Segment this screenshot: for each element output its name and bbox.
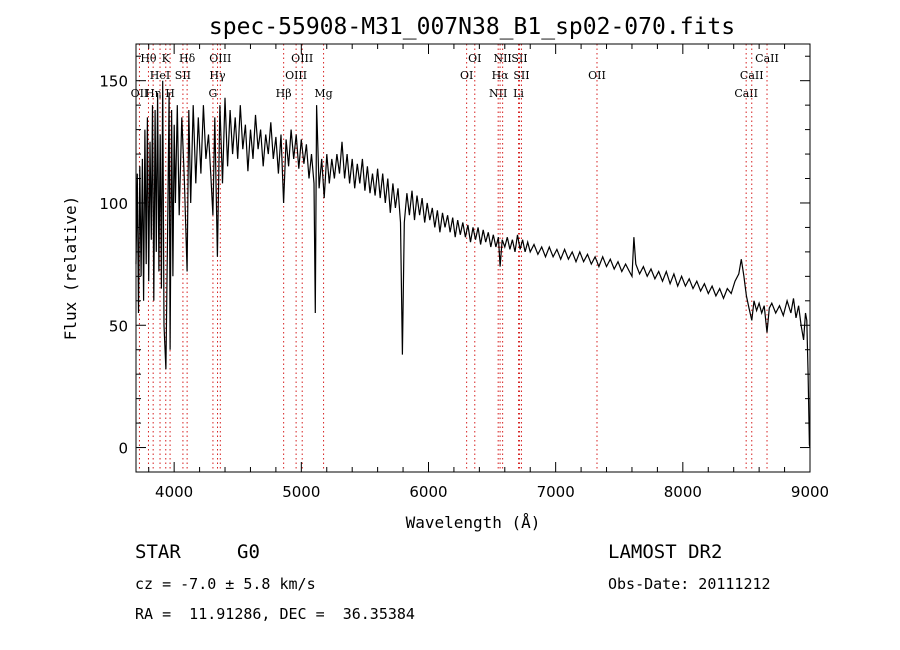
line-label-9: Hγ [209, 69, 226, 82]
line-label-8: OIII [209, 52, 231, 65]
line-label-15: OI [460, 69, 473, 82]
y-axis-label: Flux (relative) [61, 196, 80, 341]
line-label-22: Li [513, 87, 524, 100]
line-label-1: Hθ [140, 52, 157, 65]
coordinates: RA = 11.91286, DEC = 36.35384 [135, 605, 415, 623]
line-label-24: CaII [734, 87, 758, 100]
line-label-17: NII [489, 87, 507, 100]
line-label-5: H [165, 87, 175, 100]
object-class: STAR [135, 541, 181, 563]
y-tick-label-3: 150 [99, 73, 128, 91]
x-tick-label-5: 9000 [791, 483, 829, 501]
obs-date: Obs-Date: 20111212 [608, 575, 771, 593]
line-label-7: Hδ [179, 52, 196, 65]
line-label-21: SII [513, 69, 529, 82]
x-tick-label-2: 6000 [409, 483, 447, 501]
line-label-14: Mg [314, 87, 332, 100]
line-label-0: OII [131, 87, 149, 100]
plot-frame [135, 43, 811, 473]
line-label-3: HeI [150, 69, 170, 82]
object-subclass: G0 [237, 541, 260, 563]
line-label-6: SII [175, 69, 191, 82]
redshift-readout: cz = -7.0 ± 5.8 km/s [135, 575, 316, 593]
survey-name: LAMOST DR2 [608, 541, 723, 563]
line-label-16: OI [468, 52, 481, 65]
x-tick-label-1: 5000 [282, 483, 320, 501]
chart-title: spec-55908-M31_007N38_B1_sp02-070.fits [209, 14, 735, 40]
x-axis-label: Wavelength (Å) [406, 513, 541, 532]
y-tick-label-1: 50 [109, 317, 128, 335]
line-label-11: Hβ [276, 87, 292, 100]
x-tick-label-0: 4000 [155, 483, 193, 501]
y-tick-label-2: 100 [99, 195, 128, 213]
line-label-20: SII [511, 52, 527, 65]
line-label-10: G [209, 87, 218, 100]
line-label-13: OIII [291, 52, 313, 65]
line-label-12: OIII [285, 69, 307, 82]
line-label-23: OII [588, 69, 606, 82]
line-label-19: NII [493, 52, 511, 65]
line-label-4: K [162, 52, 171, 65]
x-tick-label-3: 7000 [537, 483, 575, 501]
line-label-26: CaII [755, 52, 779, 65]
axis-ticks: 4000 5000 6000 7000 8000 9000 0 50 100 150 [99, 44, 829, 501]
line-label-2: Hη [145, 87, 161, 100]
y-tick-label-0: 0 [118, 440, 128, 458]
line-label-25: CaII [740, 69, 764, 82]
line-label-18: Hα [492, 69, 510, 82]
x-tick-label-4: 8000 [664, 483, 702, 501]
spectrum-series-line [135, 80, 811, 448]
